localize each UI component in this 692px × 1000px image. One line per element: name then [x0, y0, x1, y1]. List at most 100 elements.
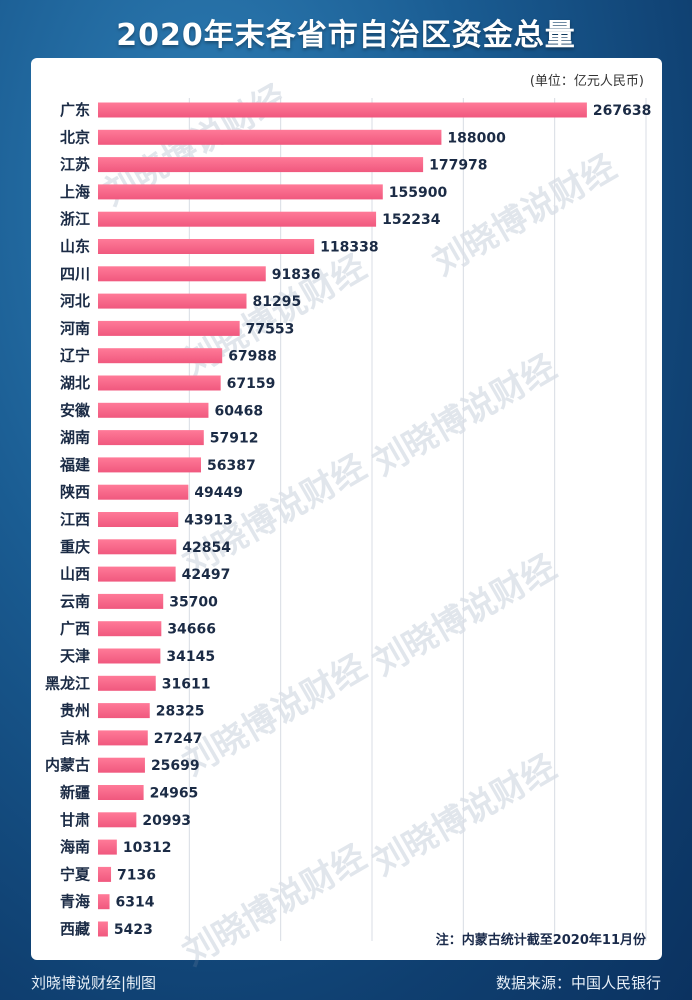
bar [98, 375, 221, 391]
category-label: 浙江 [60, 210, 90, 228]
category-label: 河南 [60, 319, 90, 337]
category-label: 福建 [59, 456, 91, 474]
bar [98, 293, 247, 309]
value-label: 27247 [154, 731, 203, 747]
value-label: 118338 [320, 240, 378, 256]
bar [98, 430, 204, 446]
bar [98, 648, 161, 664]
value-label: 188000 [447, 130, 506, 146]
bar [98, 866, 112, 882]
value-label: 155900 [389, 185, 448, 201]
value-label: 35700 [169, 594, 218, 610]
bar [98, 402, 209, 418]
bar [98, 730, 148, 746]
value-label: 31611 [162, 676, 211, 692]
category-label: 北京 [60, 128, 90, 146]
bar [98, 757, 145, 773]
bar [98, 894, 110, 910]
value-label: 91836 [272, 267, 321, 283]
category-label: 湖南 [60, 429, 90, 447]
category-label: 广东 [60, 101, 90, 119]
category-label: 新疆 [60, 784, 90, 802]
value-label: 20993 [142, 813, 191, 829]
value-label: 177978 [429, 158, 487, 174]
bar [98, 593, 164, 609]
bar [98, 785, 144, 800]
category-label: 甘肃 [60, 811, 90, 829]
value-label: 67159 [227, 376, 276, 392]
value-label: 67988 [228, 349, 277, 365]
unit-label: (单位：亿元人民币) [529, 74, 644, 89]
bar [98, 239, 315, 254]
category-label: 江西 [60, 511, 90, 529]
bar [98, 812, 137, 828]
category-label: 河北 [60, 292, 90, 310]
category-label: 山西 [60, 565, 90, 583]
value-label: 7136 [117, 867, 156, 883]
source-label: 数据来源：中国人民银行 [495, 974, 661, 992]
bar [98, 484, 189, 500]
value-label: 42497 [182, 567, 231, 583]
bar [98, 621, 162, 637]
bar [98, 348, 223, 364]
value-label: 57912 [210, 431, 259, 447]
category-label: 陕西 [60, 483, 90, 501]
bar [98, 457, 202, 473]
value-label: 56387 [207, 458, 256, 474]
bar [98, 921, 108, 937]
bar [98, 211, 377, 227]
category-label: 内蒙古 [45, 756, 90, 774]
bar [98, 675, 156, 691]
category-label: 西藏 [60, 920, 90, 938]
category-label: 贵州 [60, 702, 90, 720]
value-label: 6314 [116, 895, 155, 911]
bar [98, 157, 424, 173]
value-label: 49449 [194, 485, 243, 501]
category-label: 重庆 [60, 538, 90, 556]
bar [98, 320, 240, 336]
value-label: 42854 [182, 540, 231, 556]
category-label: 青海 [60, 893, 90, 911]
category-label: 海南 [60, 838, 90, 856]
value-label: 34666 [167, 622, 216, 638]
value-label: 28325 [156, 704, 205, 720]
category-label: 安徽 [60, 401, 91, 419]
category-label: 辽宁 [60, 347, 90, 365]
category-label: 山东 [60, 238, 90, 256]
value-label: 10312 [123, 840, 172, 856]
category-label: 湖北 [60, 374, 90, 392]
value-label: 152234 [382, 212, 441, 228]
value-label: 34145 [166, 649, 215, 665]
bar [98, 703, 150, 719]
bar [98, 539, 177, 555]
category-label: 黑龙江 [45, 674, 90, 692]
category-label: 宁夏 [60, 865, 91, 883]
bar [98, 266, 266, 282]
footnote: 注：内蒙古统计截至2020年11月份 [435, 933, 646, 948]
category-label: 上海 [60, 183, 90, 201]
category-label: 四川 [60, 265, 90, 283]
bar [98, 184, 383, 200]
bar [98, 129, 442, 145]
category-label: 云南 [60, 592, 90, 610]
credit-label: 刘晓博说财经|制图 [31, 974, 157, 992]
value-label: 77553 [246, 321, 295, 337]
value-label: 24965 [150, 786, 199, 802]
chart-panel: 刘晓博说财经 刘晓博说财经 刘晓博说财经 刘晓博说财经 刘晓博说财经 刘晓博说财… [31, 58, 662, 974]
category-label: 江苏 [60, 156, 90, 174]
bar-chart: 广东 267638 北京 188000 江苏 177978 上海 155900 浙江 152234… [45, 98, 651, 941]
value-label: 25699 [151, 758, 200, 774]
category-label: 天津 [60, 647, 90, 665]
category-label: 广西 [60, 620, 90, 638]
bar [98, 102, 587, 118]
bar [98, 512, 179, 527]
value-label: 60468 [214, 403, 263, 419]
value-label: 5423 [114, 922, 153, 938]
bar [98, 566, 176, 582]
category-label: 吉林 [60, 729, 91, 747]
value-label: 81295 [252, 294, 301, 310]
bar [98, 839, 117, 855]
chart-title: 2020年末各省市自治区资金总量 [116, 18, 576, 53]
value-label: 267638 [593, 103, 651, 119]
value-label: 43913 [184, 513, 233, 529]
